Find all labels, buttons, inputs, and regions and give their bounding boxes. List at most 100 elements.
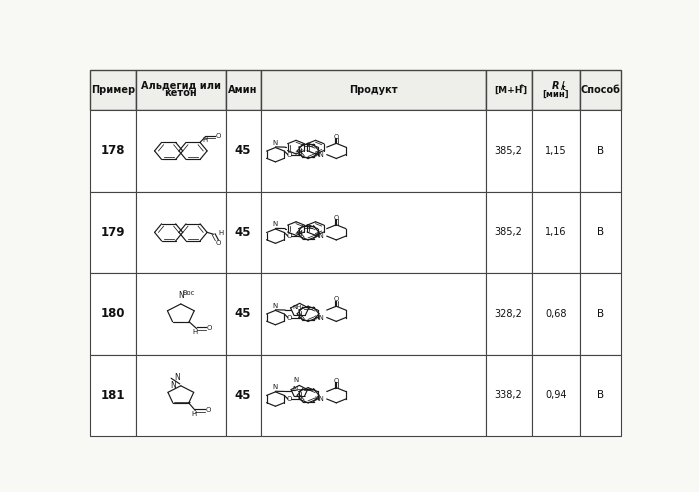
- Text: N: N: [293, 377, 298, 383]
- Text: B: B: [597, 146, 604, 156]
- Text: Альдегид или: Альдегид или: [140, 81, 221, 91]
- Bar: [226, 70, 261, 110]
- Bar: [90, 273, 136, 355]
- Text: HN: HN: [314, 233, 324, 239]
- Bar: [136, 110, 226, 191]
- Bar: [90, 110, 136, 191]
- Text: 45: 45: [235, 226, 252, 239]
- Text: N: N: [273, 140, 278, 146]
- Text: O: O: [287, 396, 292, 402]
- Text: O: O: [215, 240, 221, 246]
- Text: H: H: [202, 137, 208, 144]
- Bar: [261, 191, 486, 273]
- Text: N: N: [273, 303, 278, 308]
- Text: +: +: [519, 83, 524, 89]
- Bar: [486, 355, 532, 436]
- Bar: [261, 273, 486, 355]
- Bar: [226, 191, 261, 273]
- Text: N: N: [273, 384, 278, 390]
- Text: O: O: [216, 133, 221, 139]
- Text: HN: HN: [314, 314, 324, 321]
- Bar: [136, 191, 226, 273]
- Text: NH: NH: [292, 305, 302, 309]
- Text: кетон: кетон: [164, 88, 197, 97]
- Bar: [136, 273, 226, 355]
- Text: 1,15: 1,15: [545, 146, 567, 156]
- Bar: [226, 273, 261, 355]
- Bar: [532, 191, 580, 273]
- Bar: [226, 110, 261, 191]
- Bar: [580, 70, 621, 110]
- Text: N: N: [292, 386, 297, 392]
- Bar: [486, 191, 532, 273]
- Text: O: O: [287, 233, 292, 239]
- Text: Пример: Пример: [91, 85, 135, 95]
- Text: O: O: [287, 314, 292, 321]
- Bar: [486, 110, 532, 191]
- Text: 179: 179: [101, 226, 125, 239]
- Text: Амин: Амин: [229, 85, 258, 95]
- Text: O: O: [206, 407, 211, 413]
- Text: H: H: [191, 411, 196, 417]
- Text: t: t: [561, 85, 565, 91]
- Bar: [532, 273, 580, 355]
- Text: Boc: Boc: [182, 290, 194, 296]
- Text: 338,2: 338,2: [495, 390, 522, 400]
- Text: O: O: [287, 152, 292, 158]
- Bar: [261, 355, 486, 436]
- Text: 385,2: 385,2: [495, 146, 523, 156]
- Text: B: B: [597, 309, 604, 319]
- Bar: [486, 70, 532, 110]
- Text: N: N: [171, 381, 176, 391]
- Text: O: O: [207, 325, 212, 331]
- Text: R: R: [552, 81, 560, 91]
- Bar: [90, 191, 136, 273]
- Bar: [486, 273, 532, 355]
- Text: 0,68: 0,68: [545, 309, 567, 319]
- Bar: [580, 355, 621, 436]
- Text: 178: 178: [101, 145, 125, 157]
- Text: 181: 181: [101, 389, 125, 402]
- Bar: [580, 273, 621, 355]
- Text: HN: HN: [314, 396, 324, 402]
- Text: O: O: [333, 133, 339, 140]
- Text: 0,94: 0,94: [545, 390, 567, 400]
- Bar: [136, 70, 226, 110]
- Bar: [532, 70, 580, 110]
- Text: O: O: [333, 296, 339, 303]
- Text: B: B: [597, 227, 604, 237]
- Text: 328,2: 328,2: [495, 309, 523, 319]
- Text: 1,16: 1,16: [545, 227, 567, 237]
- Text: 180: 180: [101, 308, 125, 320]
- Bar: [532, 355, 580, 436]
- Text: HN: HN: [314, 152, 324, 158]
- Bar: [580, 191, 621, 273]
- Text: O: O: [333, 378, 339, 384]
- Text: N: N: [273, 221, 278, 227]
- Text: H: H: [218, 230, 223, 236]
- Text: Продукт: Продукт: [349, 85, 398, 95]
- Text: —: —: [296, 385, 305, 394]
- Text: ]: ]: [523, 86, 527, 95]
- Bar: [136, 355, 226, 436]
- Text: N: N: [178, 291, 184, 300]
- Text: Способ: Способ: [581, 85, 621, 95]
- Text: [M+H: [M+H: [494, 86, 523, 95]
- Text: /: /: [561, 81, 565, 91]
- Text: H: H: [192, 329, 197, 336]
- Bar: [261, 110, 486, 191]
- Bar: [226, 355, 261, 436]
- Text: N: N: [174, 373, 180, 382]
- Text: 45: 45: [235, 145, 252, 157]
- Bar: [580, 110, 621, 191]
- Text: 385,2: 385,2: [495, 227, 523, 237]
- Bar: [532, 110, 580, 191]
- Text: B: B: [597, 390, 604, 400]
- Text: 45: 45: [235, 308, 252, 320]
- Bar: [261, 70, 486, 110]
- Text: O: O: [333, 215, 339, 221]
- Text: 45: 45: [235, 389, 252, 402]
- Bar: [90, 70, 136, 110]
- Bar: [90, 355, 136, 436]
- Text: [мин]: [мин]: [542, 90, 569, 98]
